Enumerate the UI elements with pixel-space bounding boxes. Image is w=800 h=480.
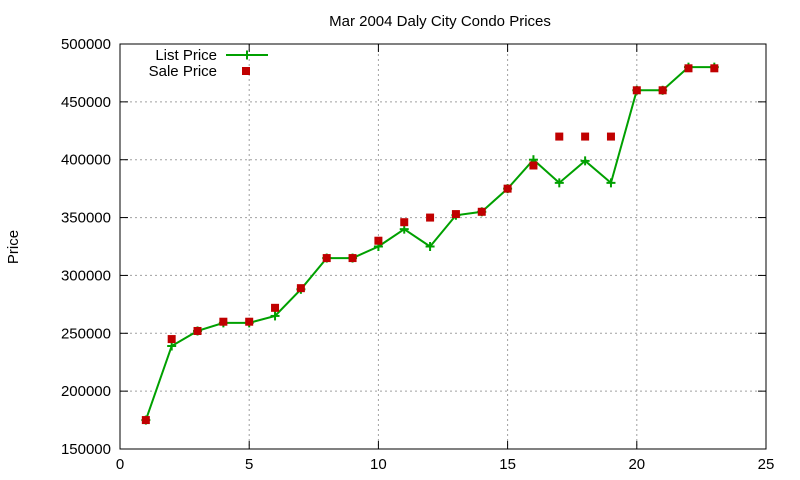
y-tick-label: 400000 xyxy=(61,152,111,169)
data-point-list-price xyxy=(270,311,280,321)
x-tick-label: 25 xyxy=(758,456,775,473)
x-tick-label: 20 xyxy=(628,456,645,473)
data-point-sale-price xyxy=(581,132,590,141)
data-point-sale-price xyxy=(348,254,357,263)
series-list-price xyxy=(141,62,719,425)
data-point-list-price xyxy=(425,242,435,251)
data-point-sale-price xyxy=(477,207,486,216)
data-point-sale-price xyxy=(451,210,460,219)
data-point-list-price xyxy=(580,156,590,166)
y-tick-label: 250000 xyxy=(61,325,111,342)
data-point-sale-price xyxy=(141,416,150,425)
y-tick-label: 200000 xyxy=(61,383,111,400)
plot-frame xyxy=(119,43,767,450)
data-point-sale-price xyxy=(296,284,305,293)
data-point-sale-price xyxy=(503,184,512,193)
y-tick-label: 350000 xyxy=(61,210,111,227)
y-tick-label: 500000 xyxy=(61,36,111,53)
data-point-sale-price xyxy=(606,132,615,141)
data-point-sale-price xyxy=(400,218,409,227)
y-tick-label: 150000 xyxy=(61,441,111,458)
data-point-sale-price xyxy=(555,132,564,141)
legend-swatch-list-price xyxy=(226,50,268,60)
data-point-sale-price xyxy=(322,254,331,263)
x-tick-label: 0 xyxy=(116,456,124,473)
legend-label-list-price: List Price xyxy=(155,47,217,64)
chart-title: Mar 2004 Daly City Condo Prices xyxy=(329,13,551,30)
data-point-sale-price xyxy=(632,86,641,95)
data-point-sale-price xyxy=(219,317,228,326)
data-point-sale-price xyxy=(193,326,202,335)
y-tick-label: 300000 xyxy=(61,267,111,284)
data-point-sale-price xyxy=(529,161,538,170)
data-point-sale-price xyxy=(167,335,176,344)
tick-layer: 0 5 10 15 20 25 150000 200000 250000 300000 350000… xyxy=(61,36,774,473)
legend-marker-list-price xyxy=(242,50,252,60)
data-point-sale-price xyxy=(374,236,383,245)
grid-layer xyxy=(120,44,766,449)
data-point-sale-price xyxy=(245,317,254,326)
data-point-sale-price xyxy=(710,64,719,73)
legend-swatch-sale-price xyxy=(242,67,250,75)
y-axis-title: Price xyxy=(5,230,22,264)
series-sale-price xyxy=(141,64,719,425)
legend-marker-sale-price xyxy=(242,67,250,75)
data-point-sale-price xyxy=(684,64,693,73)
legend-label-sale-price: Sale Price xyxy=(149,63,217,80)
x-tick-label: 15 xyxy=(499,456,516,473)
legend: List Price Sale Price xyxy=(149,47,268,80)
series-layer xyxy=(141,62,719,425)
data-point-list-price xyxy=(606,178,616,188)
data-point-sale-price xyxy=(271,303,280,312)
x-tick-label: 10 xyxy=(370,456,387,473)
data-point-sale-price xyxy=(426,213,435,222)
y-tick-label: 450000 xyxy=(61,94,111,111)
x-tick-label: 5 xyxy=(245,456,253,473)
data-point-list-price xyxy=(554,178,564,188)
data-point-sale-price xyxy=(658,86,667,95)
